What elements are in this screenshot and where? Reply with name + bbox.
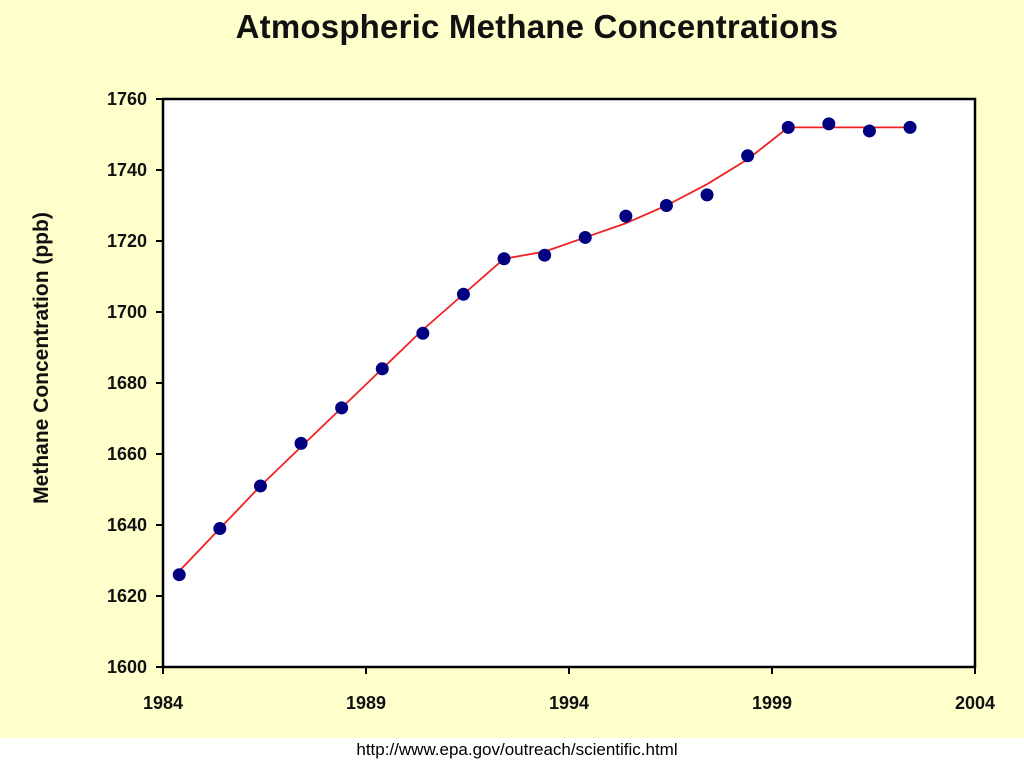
data-point — [497, 252, 511, 266]
y-tick-label: 1620 — [107, 586, 147, 606]
x-tick-label: 1984 — [143, 693, 183, 713]
data-point — [903, 120, 917, 134]
data-point — [253, 479, 267, 493]
axis-ticks — [156, 98, 976, 674]
x-tick-label: 1989 — [346, 693, 386, 713]
methane-chart: 1600 1620 1640 1660 1680 1700 1720 1740 1760 1984… — [30, 89, 995, 713]
data-point — [619, 209, 633, 223]
y-tick-label: 1700 — [107, 302, 147, 322]
y-tick-label: 1760 — [107, 89, 147, 109]
y-tick-label: 1660 — [107, 444, 147, 464]
data-point — [781, 120, 795, 134]
x-tick-label: 2004 — [955, 693, 995, 713]
data-point — [659, 199, 673, 212]
y-axis-label: Methane Concentration (ppb) — [30, 212, 53, 504]
data-point — [213, 522, 227, 536]
y-tick-label: 1680 — [107, 373, 147, 393]
y-tick-label: 1740 — [107, 160, 147, 180]
y-tick-label: 1640 — [107, 515, 147, 535]
data-point — [335, 401, 349, 415]
chart-title: Atmospheric Methane Concentrations — [235, 8, 839, 45]
x-tick-label: 1999 — [752, 693, 792, 713]
data-point — [172, 568, 186, 582]
plot-area — [161, 97, 977, 669]
source-caption: http://www.epa.gov/outreach/scientific.h… — [356, 740, 678, 759]
y-tick-label: 1600 — [107, 657, 147, 677]
data-point — [822, 117, 836, 131]
data-point — [700, 188, 714, 202]
data-point — [741, 149, 755, 163]
data-point — [294, 436, 308, 450]
data-point — [538, 248, 552, 262]
y-tick-label: 1720 — [107, 231, 147, 251]
data-point — [416, 326, 430, 340]
data-point — [456, 287, 470, 301]
data-point — [578, 230, 592, 244]
data-point — [862, 124, 876, 138]
x-tick-label: 1994 — [549, 693, 589, 713]
data-points — [172, 117, 917, 582]
axis-tick-labels: 1600 1620 1640 1660 1680 1700 1720 1740 1760 1984… — [107, 89, 995, 713]
data-point — [375, 362, 389, 376]
